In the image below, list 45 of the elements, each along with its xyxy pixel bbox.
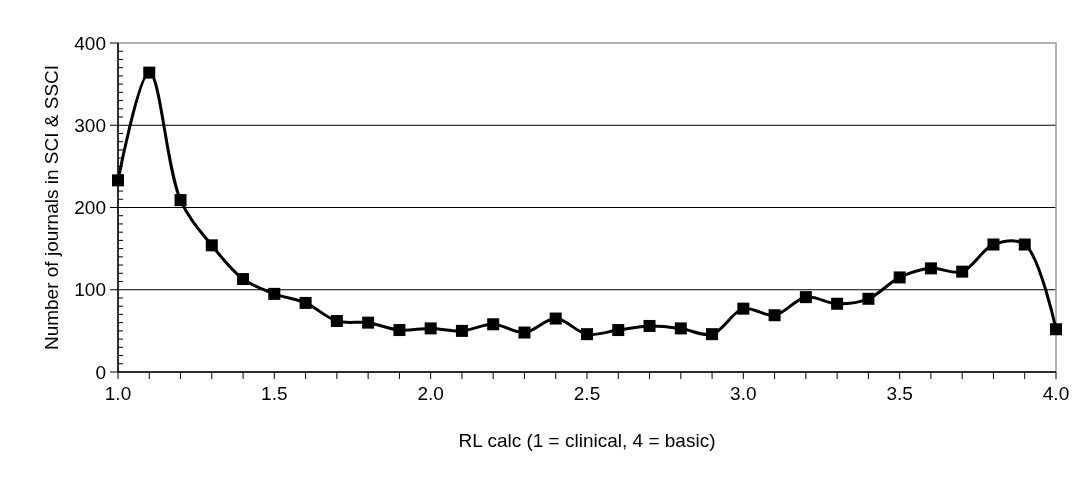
point: [987, 238, 1000, 251]
x-tick-label: 3.0: [730, 383, 757, 404]
point: [330, 315, 343, 328]
point: [737, 302, 750, 315]
point: [893, 271, 906, 284]
point: [674, 322, 687, 335]
point: [612, 324, 625, 337]
point: [768, 309, 781, 322]
point: [581, 328, 593, 341]
point: [205, 239, 218, 252]
point: [424, 322, 437, 335]
y-tick-label: 300: [74, 114, 106, 136]
point: [1018, 238, 1031, 251]
x-tick-label: 2.5: [573, 383, 601, 404]
point: [174, 194, 187, 207]
x-tick-label: 1.5: [261, 383, 288, 404]
point: [643, 319, 656, 332]
point: [1050, 323, 1062, 336]
x-tick-label: 2.0: [417, 383, 444, 404]
x-tick-label: 4.0: [1042, 383, 1070, 404]
point: [362, 316, 375, 329]
point: [268, 287, 281, 300]
point: [112, 174, 124, 187]
point: [706, 328, 719, 341]
x-axis-title: RL calc (1 = clinical, 4 = basic): [458, 430, 716, 451]
y-tick-label: 0: [95, 361, 106, 383]
point: [831, 297, 844, 310]
point: [299, 296, 312, 309]
point: [862, 292, 875, 305]
y-axis-title: Number of journals in SCI & SSCI: [41, 64, 62, 351]
point: [799, 291, 812, 304]
point: [455, 324, 468, 337]
point: [393, 324, 406, 337]
point: [956, 265, 969, 278]
y-tick-label: 400: [74, 32, 106, 54]
x-tick-label: 3.5: [886, 383, 913, 404]
point: [237, 273, 250, 286]
point: [487, 318, 500, 331]
point: [924, 262, 937, 275]
point: [518, 326, 531, 339]
y-tick-label: 100: [74, 279, 106, 301]
point: [549, 312, 562, 325]
x-tick-label: 1.0: [104, 383, 132, 404]
y-tick-label: 200: [74, 197, 106, 219]
point: [143, 66, 156, 79]
